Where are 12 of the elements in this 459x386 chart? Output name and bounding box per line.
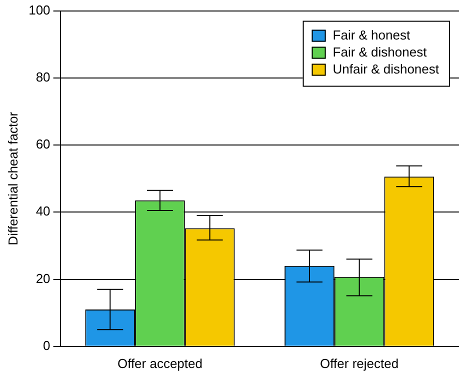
y-tick-label: 20 [36,270,50,286]
y-tick-label: 80 [36,70,50,84]
legend-label: Fair & dishonest [332,44,428,60]
legend-label: Fair & honest [332,27,410,42]
legend-label: Unfair & dishonest [332,61,440,76]
y-axis-title: Differential cheat factor [5,111,20,246]
y-tick-label: 40 [36,204,50,219]
y-tick-label: 0 [43,338,50,353]
y-tick-label: 60 [36,136,50,152]
y-tick-label: 100 [28,2,50,18]
x-tick-label: Offer accepted [117,356,202,371]
x-tick-label: Offer rejected [320,356,399,371]
